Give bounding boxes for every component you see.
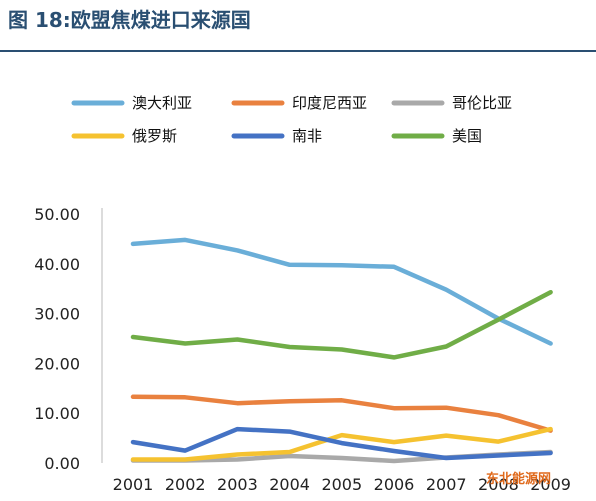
chart-axes: 0.00 10.00 20.00 30.00 40.00 50.00 2001 2002 200… [34, 205, 571, 494]
x-tick-label: 2009 [530, 475, 571, 494]
y-tick-label: 50.00 [34, 205, 80, 224]
title-divider [0, 50, 596, 52]
y-tick-label: 40.00 [34, 255, 80, 274]
x-tick-label: 2003 [217, 475, 258, 494]
x-tick-label: 2006 [374, 475, 415, 494]
series-line [130, 426, 553, 461]
x-tick-label: 2004 [269, 475, 310, 494]
legend-label: 哥伦比亚 [452, 94, 512, 112]
y-tick-label: 10.00 [34, 404, 80, 423]
chart-title: 图 18:欧盟焦煤进口来源国 [8, 8, 251, 32]
series-line [130, 426, 553, 462]
x-tick-label: 2005 [321, 475, 362, 494]
legend-label: 南非 [292, 127, 322, 145]
series-line [130, 237, 553, 346]
y-tick-label: 0.00 [44, 454, 80, 473]
x-tick-label: 2008 [478, 475, 519, 494]
y-tick-label: 20.00 [34, 354, 80, 373]
legend-label: 澳大利亚 [132, 94, 192, 112]
x-tick-label: 2007 [426, 475, 467, 494]
legend-label: 俄罗斯 [132, 127, 177, 145]
chart-series [130, 237, 553, 464]
x-tick-label: 2002 [165, 475, 206, 494]
series-line [130, 289, 553, 360]
legend-label: 印度尼西亚 [292, 94, 367, 112]
watermark-text: 东北能源网 [486, 472, 552, 487]
series-line [130, 394, 553, 433]
legend-label: 美国 [452, 127, 482, 145]
x-tick-label: 2001 [113, 475, 154, 494]
y-tick-label: 30.00 [34, 305, 80, 324]
